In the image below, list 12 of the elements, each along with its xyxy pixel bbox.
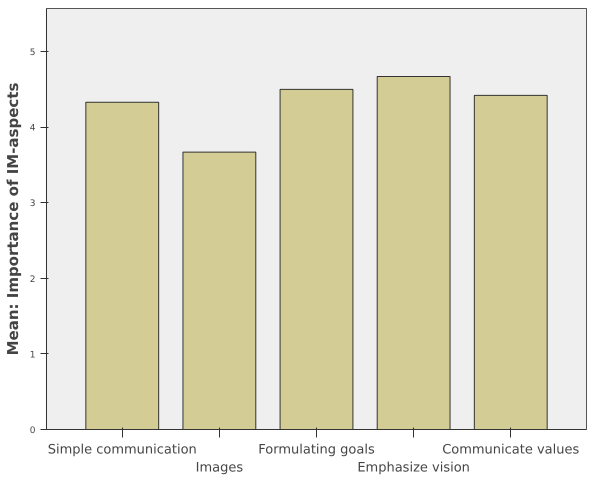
x-tick-label: Communicate values (442, 442, 580, 458)
y-tick-label: 4 (30, 124, 36, 134)
y-tick-label: 5 (30, 48, 36, 58)
x-tick-label: Formulating goals (258, 442, 375, 458)
y-tick-label: 1 (30, 350, 36, 360)
y-tick-label: 3 (30, 199, 36, 210)
x-tick-label: Images (196, 460, 244, 476)
x-tick-label: Emphasize vision (357, 460, 470, 476)
x-tick-label: Simple communication (48, 442, 197, 458)
y-tick-label: 2 (30, 274, 36, 285)
y-axis-title: Mean: Importance of IM-aspects (4, 82, 22, 356)
y-tick-label: 0 (30, 426, 36, 436)
